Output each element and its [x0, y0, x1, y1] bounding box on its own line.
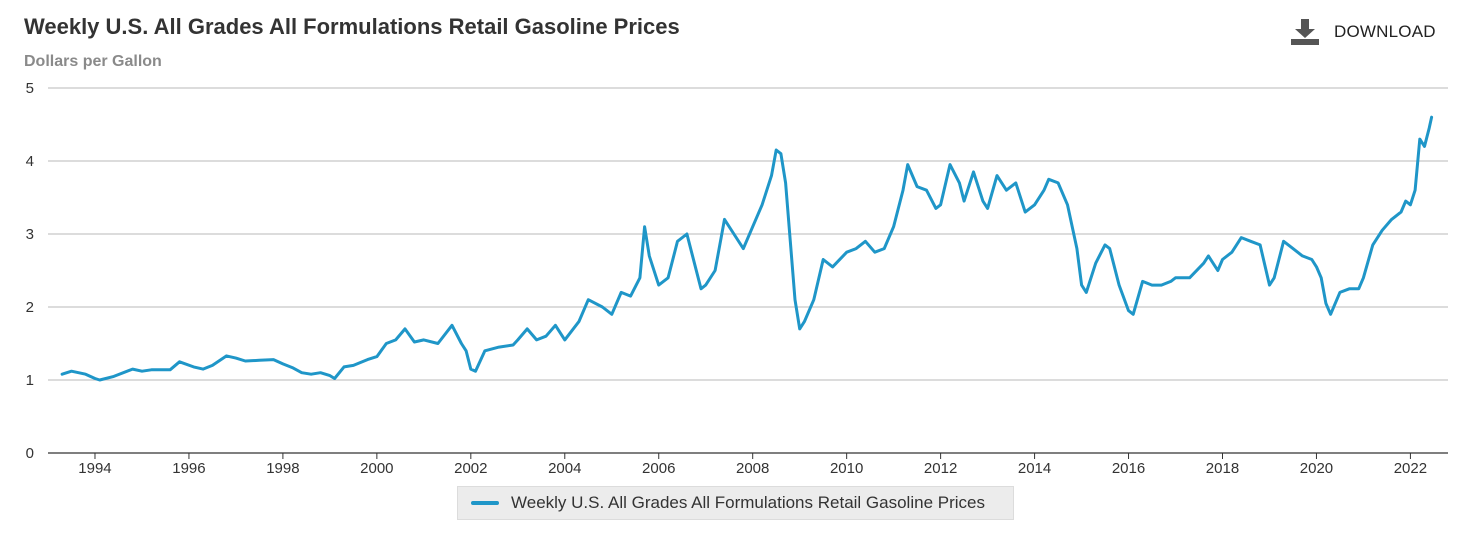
x-tick-label-2000: 2000 [360, 460, 393, 477]
x-tick-label-2004: 2004 [548, 460, 581, 477]
series-layer [60, 115, 1434, 382]
x-tick-label-2012: 2012 [924, 460, 957, 477]
download-icon [1291, 19, 1319, 45]
y-tick-label-3: 3 [26, 226, 34, 243]
x-axis: 1994 1996 1998 2000 2002 2004 2006 2008 2010 2012… [48, 452, 1448, 477]
x-tick-label-2022: 2022 [1394, 460, 1427, 477]
grid-lines [48, 87, 1448, 381]
x-tick-label-1994: 1994 [78, 460, 111, 477]
x-tick-label-2014: 2014 [1018, 460, 1051, 477]
y-tick-label-0: 0 [26, 445, 34, 462]
legend-item[interactable]: Weekly U.S. All Grades All Formulations … [457, 486, 1014, 520]
x-tick-label-1996: 1996 [172, 460, 205, 477]
x-tick-label-2018: 2018 [1206, 460, 1239, 477]
y-tick-label-2: 2 [26, 299, 34, 316]
series-line-0 [60, 115, 1434, 382]
legend-swatch [471, 501, 499, 505]
x-tick-label-2008: 2008 [736, 460, 769, 477]
x-tick-label-1998: 1998 [266, 460, 299, 477]
y-axis-unit-label: Dollars per Gallon [24, 53, 162, 70]
x-tick-label-2006: 2006 [642, 460, 675, 477]
y-tick-label-1: 1 [26, 372, 34, 389]
line-chart: 0 1 2 3 4 5 1994 1996 1998 2000 2002 2004 2006 2008 2… [26, 80, 1448, 477]
download-label: DOWNLOAD [1334, 22, 1436, 41]
download-button[interactable]: DOWNLOAD [1290, 17, 1436, 47]
x-tick-label-2002: 2002 [454, 460, 487, 477]
y-axis-tick-labels: 0 1 2 3 4 5 [26, 80, 34, 462]
chart-title: Weekly U.S. All Grades All Formulations … [24, 14, 680, 39]
legend-label: Weekly U.S. All Grades All Formulations … [511, 493, 985, 512]
y-tick-label-5: 5 [26, 80, 34, 97]
x-tick-label-2020: 2020 [1300, 460, 1333, 477]
y-tick-label-4: 4 [26, 153, 34, 170]
x-tick-label-2010: 2010 [830, 460, 863, 477]
x-tick-label-2016: 2016 [1112, 460, 1145, 477]
